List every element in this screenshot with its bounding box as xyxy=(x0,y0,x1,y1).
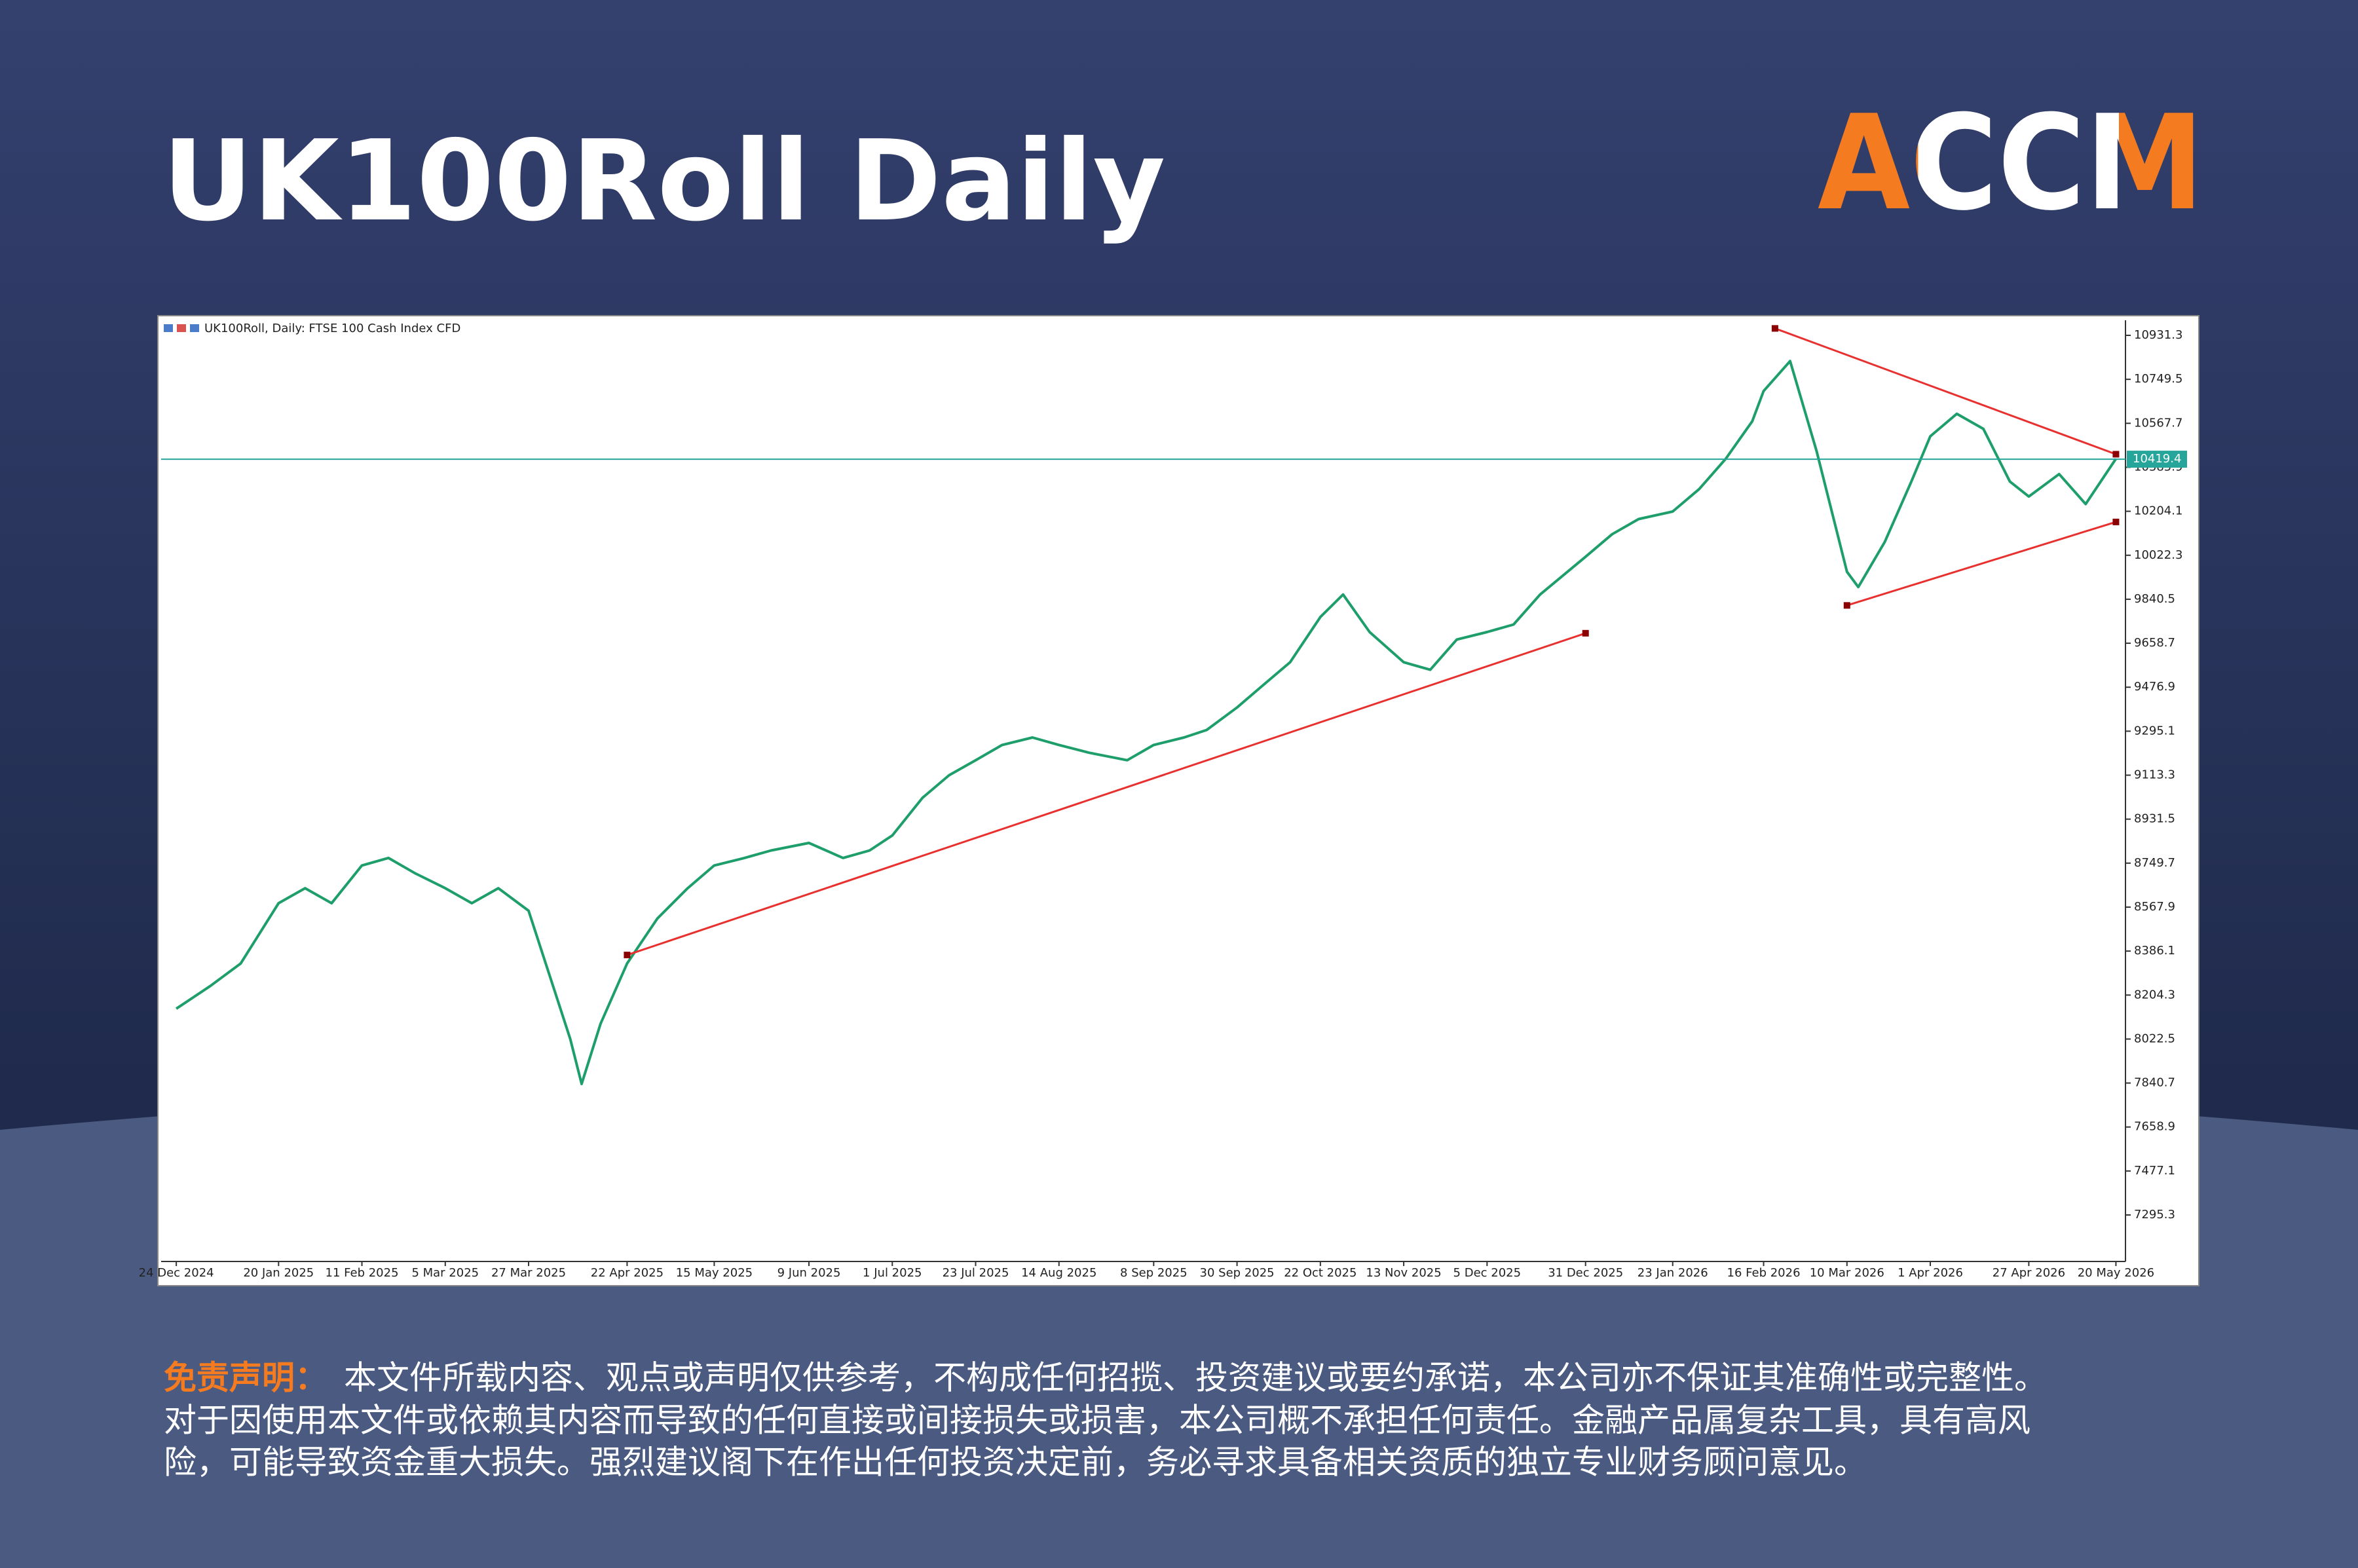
x-tick-label: 30 Sep 2025 xyxy=(1200,1266,1275,1280)
y-tick-label: 9295.1 xyxy=(2134,724,2175,737)
x-tick-label: 27 Mar 2025 xyxy=(491,1266,566,1280)
x-tick-label: 27 Apr 2026 xyxy=(1993,1266,2065,1280)
trendline-anchor xyxy=(624,952,631,959)
y-tick-label: 9476.9 xyxy=(2134,680,2175,694)
y-tick-label: 9840.5 xyxy=(2134,592,2175,606)
x-tick-label: 23 Jul 2025 xyxy=(943,1266,1009,1280)
x-tick-label: 8 Sep 2025 xyxy=(1120,1266,1188,1280)
x-tick-label: 9 Jun 2025 xyxy=(777,1266,841,1280)
x-tick-label: 5 Mar 2025 xyxy=(411,1266,479,1280)
logo: ACCM xyxy=(1818,87,2204,240)
trendline xyxy=(1846,521,2116,607)
y-tick-label: 8567.9 xyxy=(2134,900,2175,914)
x-tick-label: 20 Jan 2025 xyxy=(243,1266,314,1280)
y-tick-label: 9658.7 xyxy=(2134,636,2175,650)
disclaimer-line: 对于因使用本文件或依赖其内容而导致的任何直接或间接损失或损害，本公司概不承担任何… xyxy=(164,1402,2030,1440)
y-tick-label: 10749.5 xyxy=(2134,372,2182,386)
x-tick-label: 23 Jan 2026 xyxy=(1638,1266,1708,1280)
y-tick-label: 7658.9 xyxy=(2134,1120,2175,1134)
icon xyxy=(164,324,173,332)
y-tick-label: 9113.3 xyxy=(2134,768,2175,782)
x-tick-label: 5 Dec 2025 xyxy=(1453,1266,1522,1280)
disclaimer-label: 免责声明： xyxy=(164,1359,328,1397)
x-tick-label: 1 Jul 2025 xyxy=(863,1266,922,1280)
last-price-label: 10419.4 xyxy=(2133,452,2181,466)
title: UK100Roll Daily xyxy=(162,117,1165,246)
trendline-anchor xyxy=(1771,325,1778,332)
y-tick-label: 7840.7 xyxy=(2134,1076,2175,1090)
y-tick-label: 8931.5 xyxy=(2134,812,2175,826)
y-tick-label: 8386.1 xyxy=(2134,944,2175,958)
x-tick-label: 22 Apr 2025 xyxy=(591,1266,664,1280)
trendline-anchor xyxy=(1582,629,1589,637)
x-tick-label: 13 Nov 2025 xyxy=(1366,1266,1441,1280)
price-line xyxy=(175,360,2118,1085)
trendline xyxy=(626,632,1586,956)
y-tick-label: 8204.3 xyxy=(2134,988,2175,1001)
trendline-anchor xyxy=(1843,602,1850,609)
y-tick-label: 10931.3 xyxy=(2134,328,2182,342)
x-tick-label: 24 Dec 2024 xyxy=(139,1266,214,1280)
icon xyxy=(177,324,186,332)
x-tick-label: 15 May 2025 xyxy=(676,1266,753,1280)
y-tick-label: 8022.5 xyxy=(2134,1032,2175,1045)
trendline-anchor xyxy=(2112,518,2120,525)
trendline xyxy=(1774,327,2116,455)
x-tick-label: 22 Oct 2025 xyxy=(1284,1266,1357,1280)
y-tick-label: 10022.3 xyxy=(2134,548,2182,562)
y-tick-label: 10204.1 xyxy=(2134,504,2182,518)
icon xyxy=(190,324,199,332)
last-price-box xyxy=(2127,451,2187,468)
x-tick-label: 20 May 2026 xyxy=(2078,1266,2154,1280)
y-tick-label: 7477.1 xyxy=(2134,1164,2175,1178)
x-tick-label: 10 Mar 2026 xyxy=(1810,1266,1884,1280)
x-tick-label: 11 Feb 2025 xyxy=(326,1266,399,1280)
y-tick-label: 10567.7 xyxy=(2134,416,2182,430)
x-tick-label: 14 Aug 2025 xyxy=(1021,1266,1096,1280)
disclaimer-line: 险，可能导致资金重大损失。强烈建议阁下在作出任何投资决定前，务必寻求具备相关资质… xyxy=(164,1444,1867,1482)
x-tick-label: 31 Dec 2025 xyxy=(1548,1266,1623,1280)
y-tick-label: 8749.7 xyxy=(2134,856,2175,870)
disclaimer-line: 本文件所载内容、观点或声明仅供参考，不构成任何招揽、投资建议或要约承诺，本公司亦… xyxy=(344,1359,2047,1397)
x-tick-label: 1 Apr 2026 xyxy=(1898,1266,1963,1280)
y-tick-label: 7295.3 xyxy=(2134,1208,2175,1222)
x-tick-label: 16 Feb 2026 xyxy=(1727,1266,1801,1280)
trendline-anchor xyxy=(2112,451,2120,458)
chart-panel xyxy=(157,315,2199,1286)
chart-title: UK100Roll, Daily: FTSE 100 Cash Index CF… xyxy=(204,322,460,335)
